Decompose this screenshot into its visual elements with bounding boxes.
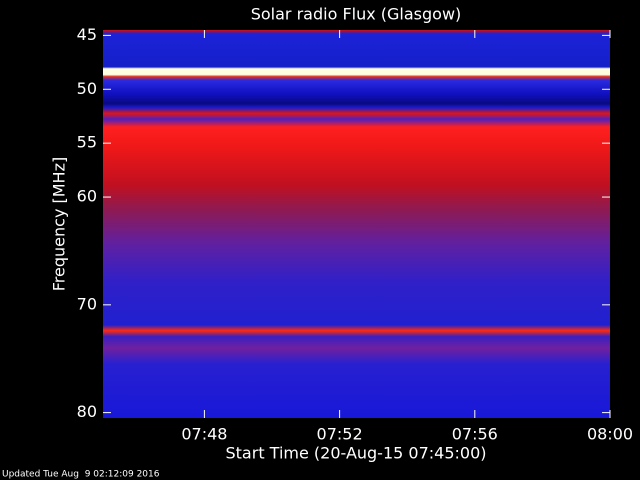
- x-tick-label: 08:00: [587, 425, 633, 444]
- y-tick-label: 45: [77, 25, 97, 44]
- y-tick-label: 70: [77, 294, 97, 313]
- footer: Updated Tue Aug 9 02:12:09 2016: [2, 470, 160, 480]
- x-tick-label: 07:52: [317, 425, 363, 444]
- y-tick-label: 80: [77, 402, 97, 421]
- y-tick-label: 50: [77, 79, 97, 98]
- x-tick-label: 07:56: [452, 425, 498, 444]
- y-tick-label: 60: [77, 187, 97, 206]
- x-axis-label: Start Time (20-Aug-15 07:45:00): [226, 444, 487, 463]
- chart-title: Solar radio Flux (Glasgow): [251, 5, 462, 24]
- y-axis-label: Frequency [MHz]: [50, 157, 69, 291]
- x-tick-label: 07:48: [181, 425, 227, 444]
- spectrogram-image: [103, 30, 610, 418]
- y-tick-label: 55: [77, 133, 97, 152]
